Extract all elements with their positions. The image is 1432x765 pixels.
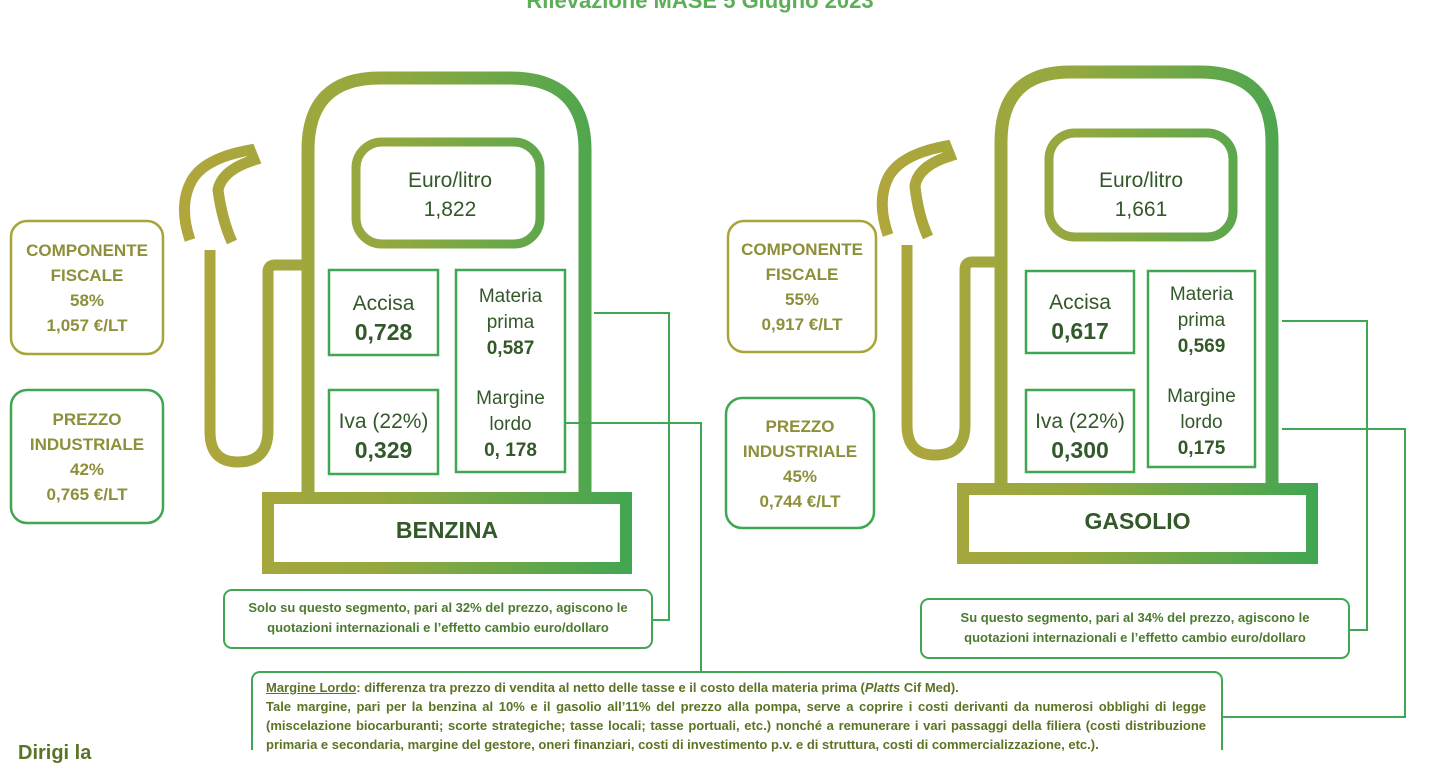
gasolio-fiscale-value: 0,917 €/LT (761, 315, 843, 334)
margin-note-body: Tale margine, pari per la benzina al 10%… (266, 699, 1206, 752)
benzina-industriale-line1: PREZZO (52, 410, 122, 429)
margin-note-platts: Platts (864, 680, 901, 695)
benzina-fiscale-value: 1,057 €/LT (46, 316, 128, 335)
gasolio-accisa-value: 0,617 (1051, 318, 1109, 344)
benzina-industriale-value: 0,765 €/LT (46, 485, 128, 504)
gasolio-iva-label: Iva (22%) (1035, 410, 1125, 433)
gasolio-pump-body (994, 65, 1279, 487)
benzina-fiscale-line2: FISCALE (50, 266, 124, 285)
gasolio-materia-label-1: Materia (1169, 284, 1234, 305)
gasolio-industriale-value: 0,744 €/LT (759, 492, 841, 511)
benzina-fiscale-pct: 58% (69, 291, 105, 310)
benzina-iva-value: 0,329 (354, 437, 413, 463)
gasolio-hose (901, 245, 1001, 461)
benzina-segment-note-line1: Solo su questo segmento, pari al 32% del… (248, 600, 628, 615)
gasolio-fiscale-pct: 55% (784, 290, 820, 309)
gasolio-materia-label-2: prima (1177, 310, 1226, 331)
gasolio-margine-label-1: Margine (1167, 386, 1236, 407)
benzina-hose (204, 250, 308, 468)
benzina-prezzo-industriale: PREZZO INDUSTRIALE 42% 0,765 €/LT (11, 407, 163, 507)
benzina-euro-value: 1,822 (423, 198, 477, 221)
benzina-industriale-line2: INDUSTRIALE (29, 435, 145, 454)
gasolio-margine-label-2: lordo (1180, 412, 1223, 433)
benzina-margine-value: 0, 178 (484, 440, 537, 461)
gasolio-label: GASOLIO (1084, 508, 1191, 534)
benzina-segment-note: Solo su questo segmento, pari al 32% del… (224, 598, 652, 638)
gasolio-segment-note-line1: Su questo segmento, pari al 34% del prez… (960, 610, 1310, 625)
gasolio-display-frame (1044, 128, 1238, 242)
gasolio-margine-value: 0,175 (1177, 438, 1226, 459)
benzina-margine-label-2: lordo (489, 414, 532, 435)
benzina-iva-label: Iva (22%) (338, 410, 429, 433)
benzina-materia-value: 0,587 (486, 338, 535, 359)
gasolio-prezzo-industriale: PREZZO INDUSTRIALE 45% 0,744 €/LT (726, 414, 874, 514)
gasolio-segment-note: Su questo segmento, pari al 34% del prez… (921, 608, 1349, 648)
margin-note-line1b: Cif Med). (900, 680, 959, 695)
benzina-pump-body (301, 71, 592, 495)
benzina-iva-box: Iva (22%) 0,329 (329, 407, 438, 465)
gasolio-iva-value: 0,300 (1051, 437, 1109, 463)
gasolio-accisa-box: Accisa 0,617 (1026, 288, 1134, 346)
gasolio-componente-fiscale: COMPONENTE FISCALE 55% 0,917 €/LT (728, 237, 876, 337)
benzina-accisa-value: 0,728 (354, 319, 413, 345)
gasolio-materia-value: 0,569 (1177, 336, 1226, 357)
gasolio-margine-box: Margine lordo 0,175 (1148, 384, 1255, 462)
benzina-componente-fiscale: COMPONENTE FISCALE 58% 1,057 €/LT (11, 238, 163, 338)
benzina-base (262, 492, 632, 574)
benzina-nozzle (179, 143, 262, 245)
gasolio-base (957, 483, 1318, 564)
margin-note-term: Margine Lordo (266, 680, 357, 695)
benzina-materia-label-1: Materia (478, 286, 543, 307)
benzina-materia-box: Materia prima 0,587 (456, 284, 565, 362)
gasolio-industriale-line2: INDUSTRIALE (742, 442, 858, 461)
benzina-accisa-box: Accisa 0,728 (329, 289, 438, 347)
benzina-industriale-pct: 42% (69, 460, 105, 479)
benzina-margine-box: Margine lordo 0, 178 (456, 386, 565, 464)
benzina-pump (9, 71, 702, 671)
footer-cut-text: Dirigi la (18, 742, 92, 764)
gasolio-euro-label: Euro/litro (1098, 169, 1184, 192)
benzina-materia-label-2: prima (486, 312, 535, 333)
gasolio-accisa-label: Accisa (1049, 291, 1111, 314)
benzina-accisa-label: Accisa (352, 292, 415, 315)
benzina-display-frame (351, 137, 545, 249)
margin-note: Margine Lordo: differenza tra prezzo di … (266, 678, 1206, 754)
gasolio-nozzle (876, 139, 958, 240)
benzina-fiscale-line1: COMPONENTE (26, 241, 148, 260)
margin-note-frame (251, 671, 1223, 750)
gasolio-segment-note-line2: quotazioni internazionali e l’effetto ca… (964, 630, 1306, 645)
gasolio-fiscale-line1: COMPONENTE (741, 240, 863, 259)
gasolio-materia-box: Materia prima 0,569 (1148, 282, 1255, 360)
benzina-segment-note-line2: quotazioni internazionali e l’effetto ca… (267, 620, 609, 635)
page-title: Rilevazione MASE 5 Giugno 2023 (526, 0, 874, 13)
margin-note-line1a: : differenza tra prezzo di vendita al ne… (356, 680, 865, 695)
gasolio-price-display: Euro/litro 1,661 (1049, 166, 1233, 224)
gasolio-euro-value: 1,661 (1114, 198, 1168, 221)
benzina-margine-label-1: Margine (476, 388, 545, 409)
gasolio-pump (724, 65, 1406, 718)
gasolio-fiscale-line2: FISCALE (765, 265, 839, 284)
gasolio-industriale-line1: PREZZO (765, 417, 835, 436)
gasolio-iva-box: Iva (22%) 0,300 (1026, 407, 1134, 465)
benzina-label: BENZINA (395, 517, 499, 543)
benzina-euro-label: Euro/litro (407, 169, 493, 192)
gasolio-industriale-pct: 45% (782, 467, 818, 486)
benzina-price-display: Euro/litro 1,822 (360, 166, 540, 224)
